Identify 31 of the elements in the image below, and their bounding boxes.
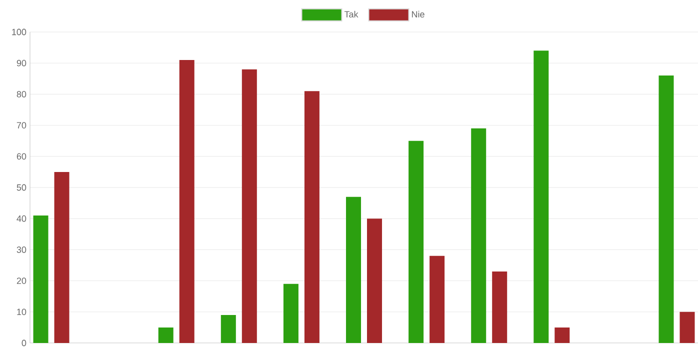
bar [54,172,70,343]
bar [367,218,382,343]
y-tick-label: 30 [16,246,26,253]
bar [304,91,320,343]
legend-label: Tak [344,10,358,18]
bar [430,256,445,343]
y-tick-label: 80 [16,91,26,98]
bar [492,271,508,343]
legend-label: Nie [412,10,424,18]
y-tick-label: 60 [16,153,26,160]
y-tick-label: 100 [12,28,26,36]
bar [179,60,194,343]
bar [242,69,257,343]
y-tick-label: 70 [16,122,26,128]
y-tick-label: 50 [16,184,26,191]
bar [33,215,48,343]
bar [220,315,236,343]
bar [346,196,362,343]
y-tick-label: 0 [22,340,26,346]
bar [554,327,570,343]
bar [658,76,674,343]
bar [283,284,298,343]
bar [408,140,424,343]
y-tick-label: 90 [16,60,26,66]
bar [471,128,486,343]
y-tick-label: 20 [16,278,26,284]
bar [534,50,549,343]
bar [680,312,695,343]
y-tick-label: 40 [16,215,26,222]
y-tick-label: 10 [17,308,26,316]
bar [158,327,174,343]
